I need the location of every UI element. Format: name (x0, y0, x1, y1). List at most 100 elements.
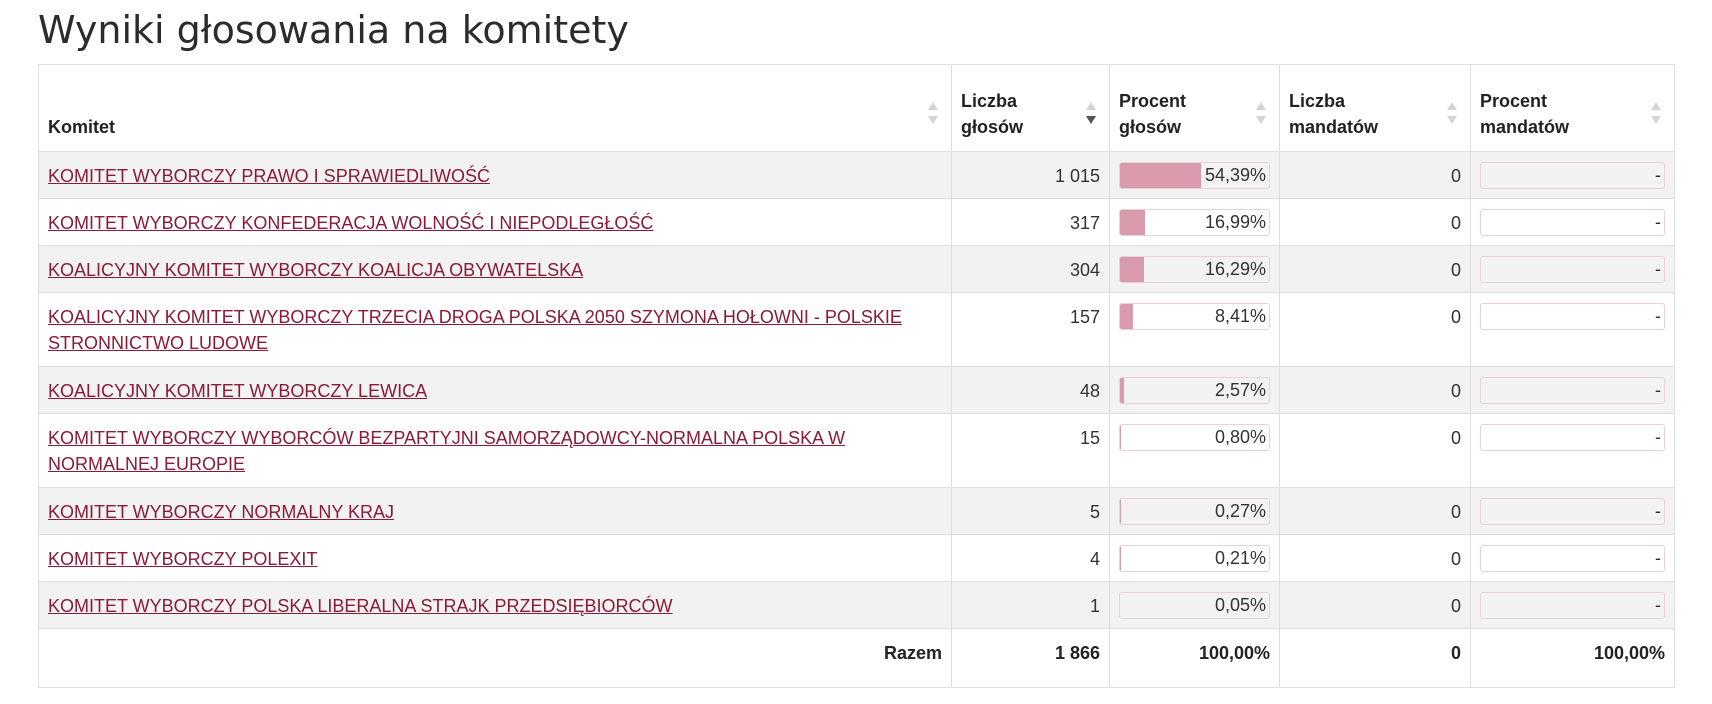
column-header-seats-percent[interactable]: Procent mandatów (1470, 64, 1675, 152)
seats-percent-value: - (1655, 259, 1661, 279)
votes-percent-value: 0,21% (1214, 548, 1266, 568)
seats-cell: 0 (1279, 292, 1471, 367)
votes-cell: 48 (951, 366, 1110, 414)
totals-votes-percent: 100,00% (1109, 628, 1280, 688)
seats-cell: 0 (1279, 151, 1471, 199)
committee-cell: KOMITET WYBORCZY POLSKA LIBERALNA STRAJK… (38, 581, 952, 629)
votes-percent-cell: 0,21% (1109, 534, 1280, 582)
votes-percent-bar: 54,39% (1119, 162, 1270, 189)
seats-cell: 0 (1279, 534, 1471, 582)
votes-cell: 1 (951, 581, 1110, 629)
votes-percent-cell: 0,80% (1109, 413, 1280, 488)
votes-percent-cell: 16,99% (1109, 198, 1280, 246)
committee-link[interactable]: KOMITET WYBORCZY KONFEDERACJA WOLNOŚĆ I … (48, 213, 654, 233)
results-section: Wyniki głosowania na komitety Komitet Li… (38, 0, 1675, 688)
committee-link[interactable]: KOALICYJNY KOMITET WYBORCZY LEWICA (48, 381, 428, 401)
seats-percent-cell: - (1470, 366, 1675, 414)
table-header-row: Komitet Liczba głosów Procent głosów Lic… (38, 64, 1675, 152)
committee-cell: KOMITET WYBORCZY NORMALNY KRAJ (38, 487, 952, 535)
seats-percent-value: - (1655, 595, 1661, 615)
sort-icon (1256, 102, 1266, 124)
table-row: KOMITET WYBORCZY WYBORCÓW BEZPARTYJNI SA… (38, 413, 1675, 488)
column-header-votes[interactable]: Liczba głosów (951, 64, 1110, 152)
table-row: KOMITET WYBORCZY PRAWO I SPRAWIEDLIWOŚĆ … (38, 151, 1675, 199)
seats-percent-value: - (1655, 212, 1661, 232)
seats-percent-value: - (1655, 380, 1661, 400)
column-header-votes-percent[interactable]: Procent głosów (1109, 64, 1280, 152)
seats-percent-cell: - (1470, 292, 1675, 367)
seats-percent-cell: - (1470, 487, 1675, 535)
seats-percent-bar: - (1480, 162, 1665, 189)
seats-percent-cell: - (1470, 245, 1675, 293)
votes-cell: 5 (951, 487, 1110, 535)
votes-cell: 317 (951, 198, 1110, 246)
seats-cell: 0 (1279, 487, 1471, 535)
votes-cell: 304 (951, 245, 1110, 293)
table-row: KOALICYJNY KOMITET WYBORCZY LEWICA 48 2,… (38, 366, 1675, 414)
votes-cell: 4 (951, 534, 1110, 582)
results-table: Komitet Liczba głosów Procent głosów Lic… (38, 64, 1675, 688)
sort-icon (928, 102, 938, 124)
seats-percent-cell: - (1470, 198, 1675, 246)
votes-percent-bar: 16,29% (1119, 256, 1270, 283)
column-header-label: Liczba mandatów (1289, 91, 1379, 137)
votes-percent-cell: 0,05% (1109, 581, 1280, 629)
column-header-committee[interactable]: Komitet (38, 64, 952, 152)
committee-cell: KOMITET WYBORCZY POLEXIT (38, 534, 952, 582)
sort-icon (1651, 102, 1661, 124)
votes-percent-cell: 0,27% (1109, 487, 1280, 535)
votes-percent-bar: 0,05% (1119, 592, 1270, 619)
seats-percent-bar: - (1480, 592, 1665, 619)
seats-percent-bar: - (1480, 377, 1665, 404)
votes-percent-cell: 54,39% (1109, 151, 1280, 199)
seats-cell: 0 (1279, 581, 1471, 629)
committee-link[interactable]: KOMITET WYBORCZY NORMALNY KRAJ (48, 502, 395, 522)
committee-link[interactable]: KOALICYJNY KOMITET WYBORCZY KOALICJA OBY… (48, 260, 584, 280)
seats-percent-bar: - (1480, 545, 1665, 572)
column-header-seats[interactable]: Liczba mandatów (1279, 64, 1471, 152)
committee-link[interactable]: KOMITET WYBORCZY WYBORCÓW BEZPARTYJNI SA… (48, 428, 846, 474)
seats-cell: 0 (1279, 245, 1471, 293)
votes-percent-bar: 8,41% (1119, 303, 1270, 330)
votes-percent-value: 0,80% (1214, 427, 1266, 447)
committee-cell: KOALICYJNY KOMITET WYBORCZY TRZECIA DROG… (38, 292, 952, 367)
totals-votes: 1 866 (951, 628, 1110, 688)
votes-percent-bar: 0,21% (1119, 545, 1270, 572)
sort-descending-icon (1086, 102, 1096, 124)
table-row: KOMITET WYBORCZY NORMALNY KRAJ 5 0,27% 0… (38, 487, 1675, 535)
votes-percent-bar: 0,27% (1119, 498, 1270, 525)
totals-seats-percent: 100,00% (1470, 628, 1675, 688)
votes-percent-cell: 16,29% (1109, 245, 1280, 293)
votes-percent-value: 0,05% (1214, 595, 1266, 615)
votes-percent-value: 16,29% (1204, 259, 1266, 279)
table-row: KOALICYJNY KOMITET WYBORCZY KOALICJA OBY… (38, 245, 1675, 293)
seats-cell: 0 (1279, 413, 1471, 488)
committee-cell: KOMITET WYBORCZY KONFEDERACJA WOLNOŚĆ I … (38, 198, 952, 246)
committee-link[interactable]: KOALICYJNY KOMITET WYBORCZY TRZECIA DROG… (48, 307, 902, 353)
committee-link[interactable]: KOMITET WYBORCZY POLEXIT (48, 549, 318, 569)
committee-cell: KOMITET WYBORCZY PRAWO I SPRAWIEDLIWOŚĆ (38, 151, 952, 199)
votes-percent-bar: 2,57% (1119, 377, 1270, 404)
seats-percent-value: - (1655, 427, 1661, 447)
seats-percent-cell: - (1470, 581, 1675, 629)
table-row: KOMITET WYBORCZY POLSKA LIBERALNA STRAJK… (38, 581, 1675, 629)
committee-cell: KOMITET WYBORCZY WYBORCÓW BEZPARTYJNI SA… (38, 413, 952, 488)
page-title: Wyniki głosowania na komitety (38, 8, 629, 52)
committee-link[interactable]: KOMITET WYBORCZY POLSKA LIBERALNA STRAJK… (48, 596, 673, 616)
table-row: KOMITET WYBORCZY KONFEDERACJA WOLNOŚĆ I … (38, 198, 1675, 246)
seats-percent-cell: - (1470, 413, 1675, 488)
votes-percent-bar: 0,80% (1119, 424, 1270, 451)
table-row: KOALICYJNY KOMITET WYBORCZY TRZECIA DROG… (38, 292, 1675, 367)
seats-percent-value: - (1655, 548, 1661, 568)
column-header-label: Liczba głosów (961, 91, 1023, 137)
votes-percent-value: 2,57% (1214, 380, 1266, 400)
committee-cell: KOALICYJNY KOMITET WYBORCZY KOALICJA OBY… (38, 245, 952, 293)
committee-link[interactable]: KOMITET WYBORCZY PRAWO I SPRAWIEDLIWOŚĆ (48, 166, 491, 186)
totals-row: Razem 1 866 100,00% 0 100,00% (38, 628, 1675, 688)
votes-percent-value: 16,99% (1204, 212, 1266, 232)
votes-percent-value: 0,27% (1214, 501, 1266, 521)
seats-percent-bar: - (1480, 303, 1665, 330)
sort-icon (1447, 102, 1457, 124)
votes-percent-cell: 2,57% (1109, 366, 1280, 414)
column-header-label: Procent mandatów (1480, 91, 1570, 137)
